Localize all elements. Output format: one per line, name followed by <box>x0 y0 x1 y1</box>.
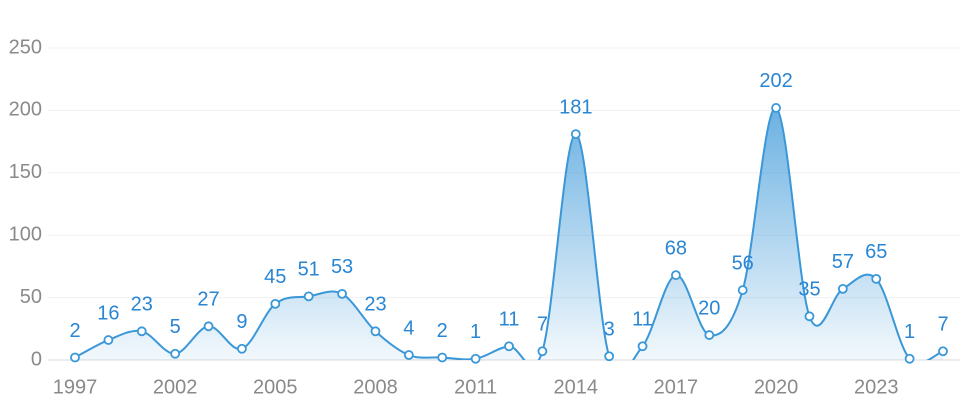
value-label: 181 <box>559 96 592 118</box>
value-label: 1 <box>904 321 915 343</box>
value-label: 2 <box>437 320 448 342</box>
y-tick-label: 0 <box>31 348 42 370</box>
value-label: 4 <box>403 317 414 339</box>
value-label: 2 <box>69 320 80 342</box>
value-label: 23 <box>131 294 153 316</box>
value-label: 35 <box>798 279 820 301</box>
area <box>75 107 943 360</box>
value-label: 56 <box>732 252 754 274</box>
point <box>671 270 681 281</box>
value-label: 27 <box>197 289 219 311</box>
point <box>604 351 615 362</box>
point <box>70 352 80 363</box>
point <box>737 285 748 296</box>
value-label: 65 <box>865 241 887 263</box>
x-tick-label: 2023 <box>854 376 899 398</box>
value-label: 68 <box>665 237 687 259</box>
point <box>704 330 715 340</box>
point <box>337 288 347 299</box>
point <box>270 298 281 309</box>
point <box>103 335 114 345</box>
point <box>537 346 548 357</box>
point <box>237 343 247 354</box>
value-label: 45 <box>264 266 286 288</box>
point <box>771 103 781 113</box>
value-label: 1 <box>470 321 481 343</box>
x-tick-label: 1997 <box>53 376 98 398</box>
x-tick-label: 2020 <box>754 376 799 398</box>
point <box>938 346 948 357</box>
y-tick-label: 200 <box>9 99 42 121</box>
y-tick-label: 100 <box>9 223 42 245</box>
point <box>837 283 848 294</box>
x-tick-label: 2017 <box>654 376 699 398</box>
point <box>203 321 214 332</box>
value-label: 9 <box>236 311 247 333</box>
value-label: 20 <box>698 297 720 319</box>
x-tick-label: 2002 <box>153 376 198 398</box>
value-label: 5 <box>170 316 181 338</box>
value-label: 3 <box>604 319 615 341</box>
y-tick-label: 50 <box>20 286 42 308</box>
point <box>637 341 648 352</box>
value-label: 57 <box>832 251 854 273</box>
value-label: 11 <box>632 309 653 331</box>
value-label: 202 <box>759 70 792 92</box>
y-tick-label: 250 <box>9 36 42 58</box>
point <box>437 352 448 363</box>
y-tick-label: 150 <box>9 161 42 183</box>
point <box>170 348 181 359</box>
x-tick-label: 2005 <box>253 376 298 398</box>
point <box>871 273 882 284</box>
x-tick-label: 2014 <box>554 376 599 398</box>
value-label: 51 <box>298 259 320 281</box>
point <box>504 341 514 352</box>
point <box>136 326 147 337</box>
value-label: 16 <box>97 302 119 324</box>
point <box>904 353 915 364</box>
value-label: 7 <box>937 314 948 336</box>
point <box>470 353 481 364</box>
value-label: 7 <box>537 314 548 336</box>
point <box>570 129 581 140</box>
point <box>804 311 815 322</box>
value-label: 53 <box>331 256 353 278</box>
point <box>403 350 414 360</box>
point <box>370 326 381 337</box>
x-tick-label: 2011 <box>454 376 497 398</box>
x-tick-label: 2008 <box>353 376 398 398</box>
value-label: 23 <box>364 294 386 316</box>
value-label: 11 <box>499 309 520 331</box>
point <box>303 291 314 302</box>
